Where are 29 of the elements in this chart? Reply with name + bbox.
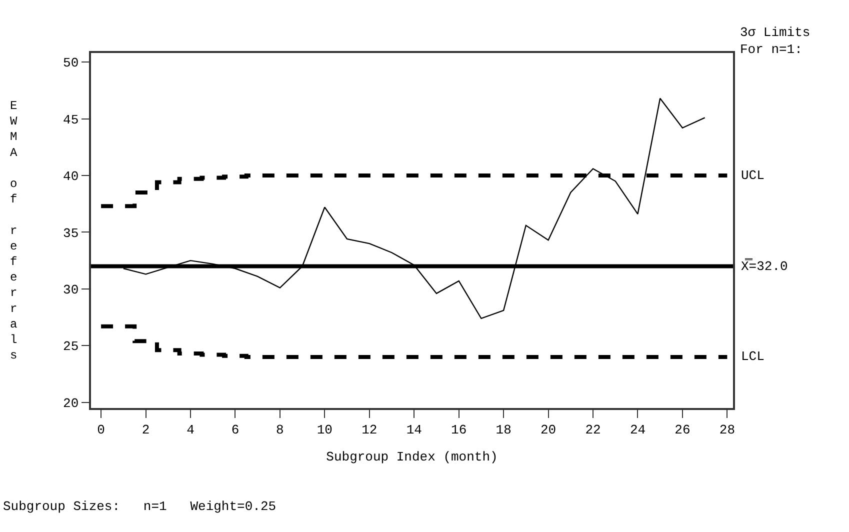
x-tick-label: 12 <box>362 422 378 438</box>
x-tick-label: 28 <box>719 422 735 438</box>
series-label: UCL <box>741 168 764 183</box>
x-tick-label: 26 <box>674 422 690 438</box>
y-tick-label: 20 <box>63 396 79 411</box>
x-tick-label: 0 <box>97 422 105 438</box>
text: EWMA of referrals <box>10 99 18 363</box>
text: 3σ Limits For n=1: <box>740 25 810 57</box>
text: Subgroup Sizes: n=1 Weight=0.25 <box>3 499 276 514</box>
x-tick-label: 14 <box>406 422 422 438</box>
x-tick-label: 16 <box>451 422 467 438</box>
series-label: LCL <box>741 349 764 364</box>
x-axis-title: Subgroup Index (month) <box>326 449 498 464</box>
x-tick-label: 6 <box>231 422 240 438</box>
x-tick-label: 4 <box>186 422 195 438</box>
y-tick-label: 35 <box>63 226 79 241</box>
x-tick-label: 24 <box>630 422 646 438</box>
y-tick-label: 30 <box>63 282 79 298</box>
x-tick-label: 20 <box>540 422 556 438</box>
ref-line-label: X̿=32.0 <box>741 258 788 274</box>
y-tick-label: 45 <box>63 112 79 128</box>
y-tick-label: 40 <box>63 169 79 184</box>
x-tick-label: 22 <box>585 422 601 438</box>
x-tick-label: 2 <box>142 422 150 438</box>
y-tick-label: 25 <box>63 339 79 354</box>
y-tick-label: 50 <box>63 56 79 71</box>
x-tick-label: 8 <box>276 422 284 438</box>
x-tick-label: 10 <box>316 422 332 438</box>
x-tick-label: 18 <box>496 422 512 438</box>
